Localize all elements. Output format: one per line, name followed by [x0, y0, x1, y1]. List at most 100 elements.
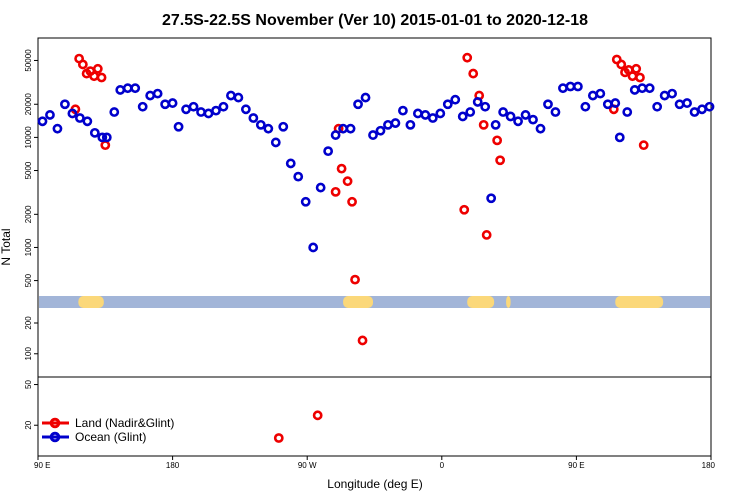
- ocean-point: [550, 107, 561, 117]
- ocean-point: [682, 98, 692, 108]
- ocean-point: [602, 99, 613, 110]
- ocean-point: [74, 113, 85, 123]
- ocean-point: [122, 83, 133, 94]
- ocean-point: [420, 110, 431, 120]
- land-point: [336, 163, 347, 174]
- ocean-point: [137, 101, 148, 112]
- ocean-point: [89, 127, 100, 138]
- ocean-point: [587, 90, 598, 101]
- land-point: [462, 52, 473, 63]
- y-tick-label: 50: [24, 380, 33, 389]
- ocean-point: [486, 193, 497, 204]
- land-point: [312, 410, 323, 421]
- y-tick-label: 200: [24, 316, 33, 330]
- ocean-point: [659, 90, 670, 101]
- ocean-point: [293, 171, 304, 182]
- land-point: [330, 186, 341, 197]
- ocean-point: [145, 90, 156, 101]
- ocean-point: [398, 105, 408, 116]
- band-ocean: [39, 296, 710, 308]
- ocean-point: [472, 97, 483, 107]
- land-point: [627, 71, 638, 82]
- land-point: [100, 140, 111, 151]
- legend: Land (Nadir&Glint) Ocean (Glint): [42, 416, 174, 444]
- ocean-point: [97, 132, 108, 143]
- ocean-point: [629, 85, 640, 95]
- land-point: [638, 140, 649, 151]
- land-point: [347, 196, 357, 207]
- ocean-point: [513, 116, 523, 127]
- ocean-point: [130, 83, 141, 94]
- x-tick-label: 0: [440, 461, 445, 470]
- ocean-point: [52, 123, 63, 134]
- x-tick-label: 180: [702, 461, 716, 470]
- ocean-point: [226, 90, 236, 101]
- ocean-point: [233, 92, 244, 103]
- ocean-point: [360, 92, 371, 103]
- ocean-point: [300, 196, 311, 207]
- land-point: [481, 230, 492, 240]
- ocean-point: [528, 114, 538, 125]
- chart-title: 27.5S-22.5S November (Ver 10) 2015-01-01…: [162, 12, 588, 29]
- x-tick-label: 90 E: [568, 461, 584, 470]
- ocean-point: [498, 107, 509, 117]
- ocean-point: [315, 182, 326, 193]
- y-tick-label: 50000: [24, 49, 33, 72]
- y-tick-label: 1000: [24, 238, 33, 256]
- land-point: [357, 335, 368, 346]
- land-point: [478, 119, 489, 130]
- ocean-point: [160, 99, 171, 110]
- ocean-point: [45, 110, 55, 120]
- ocean-point: [152, 88, 163, 99]
- band-land-segment: [343, 296, 374, 308]
- ocean-point: [543, 99, 553, 110]
- ocean-point: [390, 118, 401, 128]
- ocean-point: [689, 107, 700, 117]
- ocean-point: [173, 121, 184, 132]
- ocean-point: [82, 116, 93, 127]
- land-point: [273, 433, 284, 443]
- land-point: [468, 68, 479, 79]
- land-point: [635, 72, 645, 83]
- ocean-point: [674, 99, 685, 110]
- ocean-point: [167, 98, 178, 108]
- ocean-point: [697, 104, 707, 115]
- ocean-point: [637, 83, 648, 94]
- ocean-point: [240, 104, 251, 115]
- ocean-point: [580, 101, 591, 112]
- ocean-point: [435, 108, 446, 119]
- ocean-point: [248, 113, 259, 123]
- ocean-point: [622, 107, 633, 117]
- y-tick-label: 10000: [24, 126, 33, 149]
- ocean-point: [667, 88, 678, 99]
- ocean-point: [203, 108, 214, 119]
- ocean-point: [442, 99, 453, 110]
- band-land-segment: [78, 296, 104, 308]
- ocean-point: [285, 158, 296, 169]
- x-tick-label: 90 W: [298, 461, 317, 470]
- ocean-point: [368, 130, 378, 140]
- x-tick-label: 90 E: [34, 461, 50, 470]
- ocean-point: [652, 101, 663, 112]
- ocean-point: [37, 116, 48, 127]
- ocean-point: [450, 94, 461, 105]
- ocean-point: [353, 99, 363, 110]
- y-axis-lower: 20 50 100 200: [24, 316, 38, 430]
- ocean-point: [610, 98, 621, 108]
- y-tick-label: 500: [24, 273, 33, 287]
- ocean-point: [457, 111, 468, 122]
- ocean-point: [490, 119, 501, 130]
- ocean-point: [505, 111, 516, 122]
- ocean-point: [196, 107, 206, 117]
- y-tick-label: 100: [24, 347, 33, 361]
- land-point: [616, 59, 627, 70]
- ocean-point: [644, 83, 655, 94]
- ocean-point: [480, 101, 491, 112]
- ocean-point: [60, 99, 70, 110]
- ocean-point: [115, 85, 126, 95]
- x-tick-label: 180: [166, 461, 180, 470]
- land-point: [350, 274, 360, 285]
- ocean-point: [520, 110, 531, 120]
- y-tick-label: 5000: [24, 161, 33, 179]
